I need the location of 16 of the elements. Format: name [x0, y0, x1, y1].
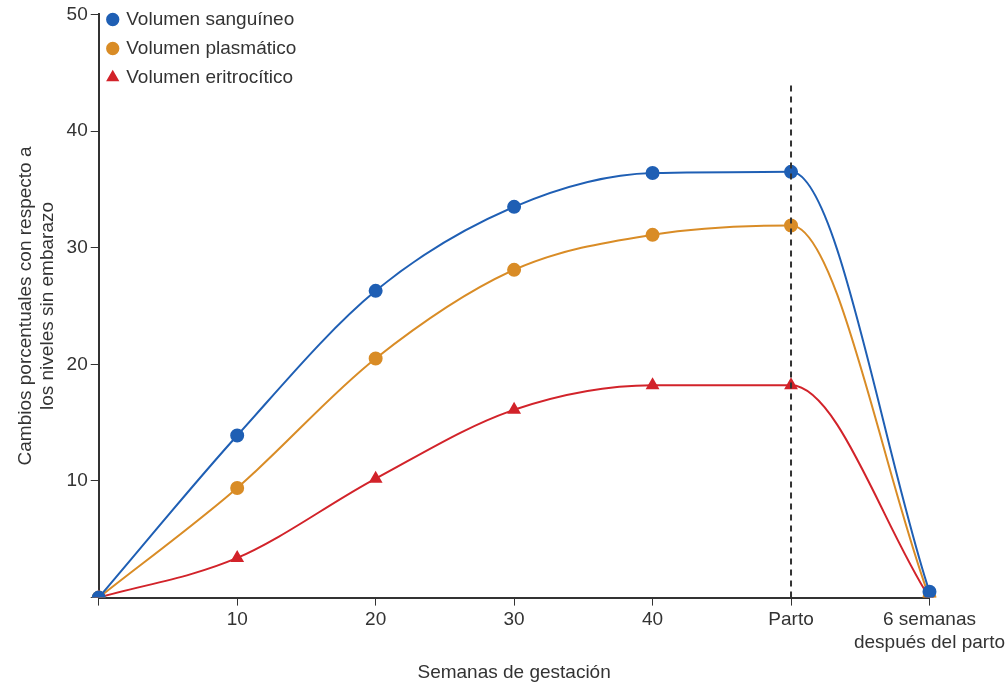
y-tick-label: 40 — [66, 119, 88, 141]
x-axis-title: Semanas de gestación — [417, 660, 611, 682]
y-axis-title: Cambios porcentuales con respecto a los niveles sin embarazo — [13, 146, 58, 466]
x-tick-label: 40 — [641, 608, 664, 630]
x-tick-label: 6 semanas después del parto — [853, 608, 1005, 653]
x-tick-label: 20 — [365, 608, 387, 630]
y-tick-label: 20 — [66, 352, 88, 374]
legend-label: Volumen sanguíneo — [126, 7, 295, 29]
y-tick-label: 10 — [66, 469, 88, 491]
y-tick-label: 50 — [66, 2, 88, 24]
x-tick-label: 30 — [503, 608, 525, 630]
legend-label: Volumen plasmático — [126, 36, 297, 58]
x-tick-label: 10 — [226, 608, 248, 630]
y-tick-label: 30 — [66, 235, 88, 257]
x-tick-label: Parto — [768, 608, 814, 630]
legend-label: Volumen eritrocítico — [126, 65, 294, 87]
